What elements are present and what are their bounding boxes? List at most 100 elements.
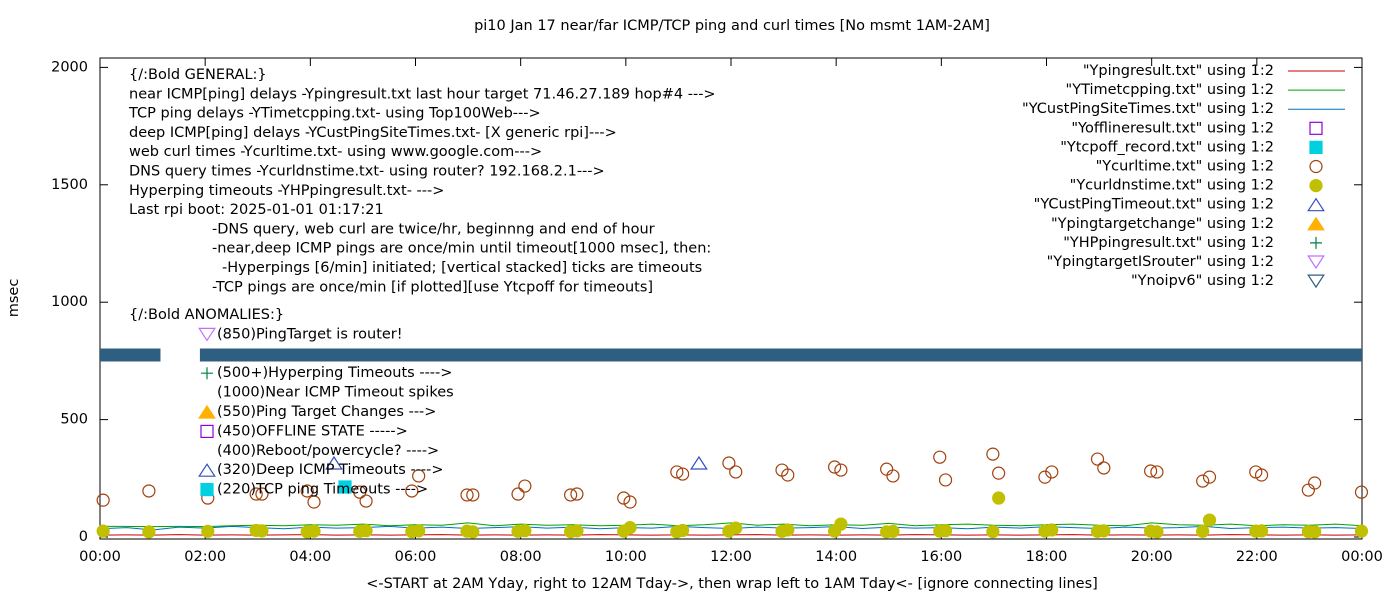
y-tick-label: 500: [60, 412, 88, 428]
marker-circle: [518, 524, 532, 538]
annotation: (320)Deep ICMP Timeouts ---->: [217, 462, 444, 478]
annotation: deep ICMP[ping] delays -YCustPingSiteTim…: [129, 125, 617, 141]
legend-label: "Ynoipv6" using 1:2: [1131, 273, 1274, 289]
marker-circle: [1202, 513, 1217, 527]
x-tick-label: 08:00: [500, 549, 542, 565]
marker-circle: [1254, 524, 1269, 538]
marker-circle: [1045, 465, 1059, 479]
legend-label: "Ytcpoff_record.txt" using 1:2: [1060, 139, 1274, 155]
marker-circle: [1309, 159, 1323, 174]
marker-circle: [142, 484, 156, 498]
marker-circle: [1309, 179, 1323, 193]
marker-circle: [886, 524, 900, 538]
marker-circle: [96, 493, 110, 507]
x-axis-label: <-START at 2AM Yday, right to 12AM Tday-…: [366, 576, 1098, 592]
marker-circle: [359, 494, 373, 508]
legend-label: "YHPpingresult.txt" using 1:2: [1063, 235, 1274, 251]
marker-circle: [992, 466, 1006, 480]
marker-circle: [729, 521, 743, 535]
annotation: -Hyperpings [6/min] initiated; [vertical…: [222, 260, 702, 276]
y-tick-label: 1000: [51, 294, 88, 310]
legend-label: "Ypingtargetchange" using 1:2: [1051, 216, 1274, 232]
marker-circle: [676, 523, 690, 538]
marker-plus: [1310, 236, 1322, 249]
x-tick-label: 16:00: [920, 549, 962, 565]
marker-circle: [834, 463, 848, 477]
marker-circle: [938, 524, 953, 538]
x-tick-label: 14:00: [815, 549, 857, 565]
annotation: TCP ping delays -YTimetcpping.txt- using…: [128, 106, 541, 122]
marker-circle: [623, 495, 637, 509]
marker-circle: [1254, 468, 1269, 482]
marker-circle: [570, 487, 584, 501]
marker-circle: [518, 479, 532, 493]
marker-plus: [201, 367, 213, 380]
y-tick-label: 2000: [51, 59, 88, 75]
annotation: near ICMP[ping] delays -Ypingresult.txt …: [129, 86, 716, 102]
marker-circle: [412, 524, 426, 538]
marker-triangle-down: [198, 327, 216, 342]
annotation: (400)Reboot/powercycle? ---->: [217, 443, 439, 459]
marker-circle: [1301, 483, 1315, 497]
marker-circle: [249, 487, 263, 501]
x-tick-label: 00:00: [79, 549, 121, 565]
marker-circle: [670, 465, 684, 479]
marker-circle: [466, 525, 480, 539]
annotation: -near,deep ICMP pings are once/min until…: [212, 241, 711, 257]
marker-circle: [511, 487, 525, 501]
marker-circle: [827, 460, 842, 474]
marker-circle: [722, 456, 736, 470]
annotation: (450)OFFLINE STATE ----->: [217, 423, 408, 439]
marker-circle: [1354, 485, 1369, 499]
marker-circle: [729, 465, 743, 479]
annotation: Last rpi boot: 2025-01-01 01:17:21: [129, 202, 384, 218]
x-tick-label: 12:00: [710, 549, 752, 565]
annotation: -DNS query, web curl are twice/hr, begin…: [212, 221, 655, 237]
marker-circle: [781, 468, 795, 482]
legend-label: "Ycurldnstime.txt" using 1:2: [1070, 178, 1274, 194]
chart-title: pi10 Jan 17 near/far ICMP/TCP ping and c…: [474, 18, 990, 34]
marker-square: [1309, 140, 1323, 154]
annotation: (500+)Hyperping Timeouts ---->: [217, 365, 452, 381]
annotation: (1000)Near ICMP Timeout spikes: [217, 385, 454, 401]
x-tick-label: 20:00: [1131, 549, 1173, 565]
x-tick-label: 00:00: [1341, 549, 1383, 565]
x-tick-label: 02:00: [184, 549, 226, 565]
marker-triangle: [1307, 197, 1325, 212]
marker-circle: [96, 524, 110, 538]
marker-circle: [1308, 525, 1322, 539]
marker-triangle: [690, 455, 708, 470]
marker-circle: [1196, 474, 1210, 488]
marker-circle: [1150, 525, 1164, 539]
annotation: Hyperping timeouts -YHPpingresult.txt- -…: [129, 183, 444, 199]
marker-circle: [676, 467, 690, 481]
legend-label: "YCustPingSiteTimes.txt" using 1:2: [1022, 101, 1274, 117]
marker-triangle-down: [1307, 274, 1325, 289]
series-line: [100, 522, 1363, 528]
marker-circle: [142, 525, 156, 539]
legend-label: "Ypingresult.txt" using 1:2: [1083, 63, 1274, 79]
annotation: {/:Bold ANOMALIES:}: [129, 307, 284, 323]
marker-circle: [255, 524, 269, 538]
marker-triangle: [198, 404, 216, 419]
marker-square: [1309, 121, 1323, 135]
marker-circle: [781, 523, 795, 537]
x-tick-label: 06:00: [395, 549, 437, 565]
marker-triangle: [325, 455, 343, 470]
y-axis-label: msec: [6, 279, 22, 318]
x-tick-label: 04:00: [289, 549, 331, 565]
marker-circle: [570, 524, 584, 538]
marker-circle: [1097, 461, 1111, 475]
marker-circle: [1150, 465, 1164, 479]
marker-circle: [617, 491, 631, 505]
marker-circle: [405, 484, 419, 498]
x-tick-label: 22:00: [1236, 549, 1278, 565]
marker-square: [200, 424, 214, 438]
marker-circle: [1090, 452, 1105, 466]
marker-circle: [834, 517, 848, 531]
marker-triangle: [1307, 216, 1325, 231]
marker-circle: [1354, 524, 1369, 538]
annotation: (550)Ping Target Changes --->: [217, 404, 436, 420]
marker-circle: [986, 447, 1000, 461]
